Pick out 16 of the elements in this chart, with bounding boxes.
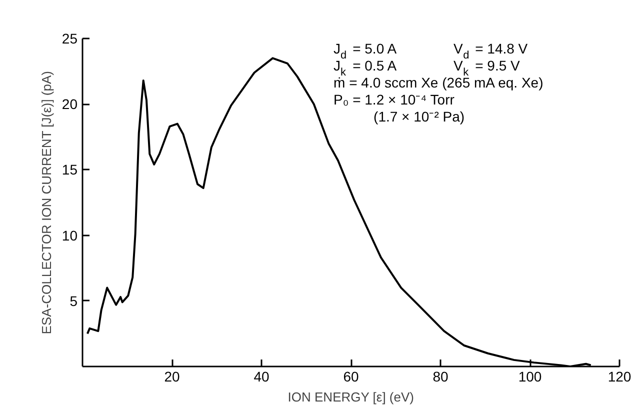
y-tick-label: 20 [62, 96, 78, 112]
x-tick-label: 100 [518, 368, 542, 384]
y-tick-label: 15 [62, 162, 78, 178]
y-tick-label: 25 [62, 30, 78, 46]
x-tick-label: 60 [343, 368, 359, 384]
x-tick-label: 20 [164, 368, 180, 384]
y-axis-title: ESA-COLLECTOR ION CURRENT [J(ε)] (pA) [38, 71, 54, 334]
y-tick-label: 10 [62, 227, 78, 244]
annotation: (1.7 × 10⁻² Pa) [374, 108, 465, 124]
x-axis-title: ION ENERGY [ε] (eV) [288, 390, 414, 404]
annotation: ṁ = 4.0 sccm Xe (265 mA eq. Xe) [334, 74, 544, 90]
y-tick-label: 5 [70, 292, 78, 309]
x-tick-label: 40 [254, 368, 270, 384]
x-tick-label: 120 [608, 368, 632, 384]
annotation: P₀ = 1.2 × 10⁻⁴ Torr [334, 92, 455, 108]
x-tick-label: 80 [432, 368, 448, 384]
